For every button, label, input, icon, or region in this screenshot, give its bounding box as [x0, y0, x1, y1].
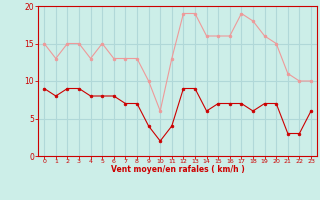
X-axis label: Vent moyen/en rafales ( km/h ): Vent moyen/en rafales ( km/h ): [111, 165, 244, 174]
